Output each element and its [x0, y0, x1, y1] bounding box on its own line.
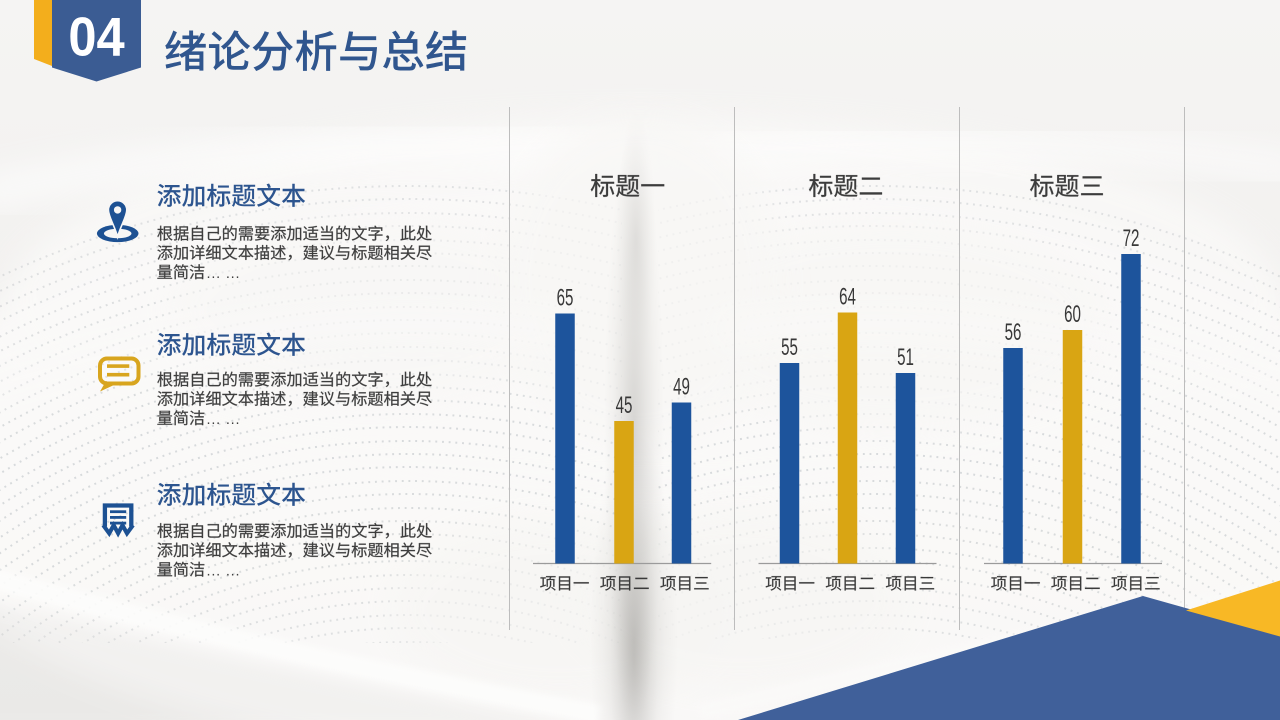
svg-text:64: 64 — [839, 284, 856, 310]
svg-text:... ...: ... ... — [207, 412, 241, 428]
svg-text:04: 04 — [68, 7, 124, 68]
svg-text:49: 49 — [673, 374, 690, 400]
svg-text:56: 56 — [1005, 320, 1022, 346]
svg-text:... ...: ... ... — [207, 563, 241, 579]
svg-text:72: 72 — [1123, 226, 1140, 252]
svg-text:51: 51 — [897, 345, 914, 371]
svg-text:55: 55 — [781, 335, 798, 361]
svg-text:65: 65 — [557, 285, 574, 311]
svg-text:45: 45 — [616, 393, 633, 419]
svg-text:... ...: ... ... — [207, 266, 241, 282]
svg-text:60: 60 — [1064, 302, 1081, 328]
